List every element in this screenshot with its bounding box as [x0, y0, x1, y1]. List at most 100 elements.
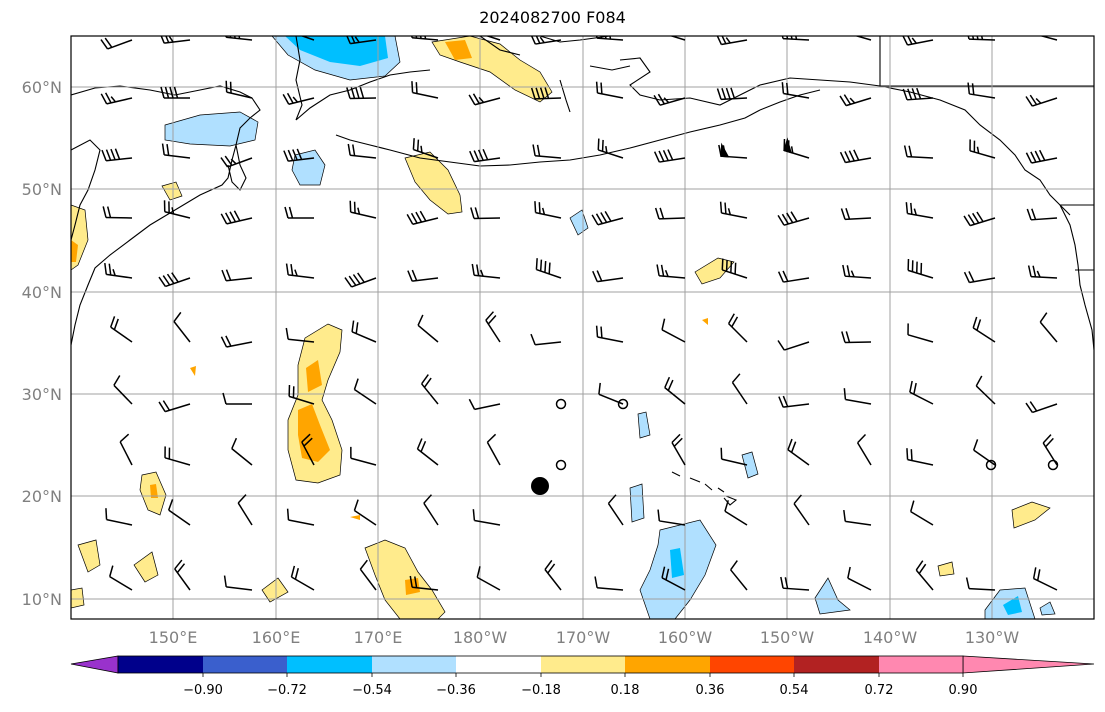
calm-circle	[555, 459, 567, 471]
wind-barb	[421, 374, 439, 405]
wind-barb	[975, 375, 996, 405]
colorbar-bin	[203, 656, 287, 673]
negative-area	[741, 451, 759, 479]
wind-barb	[1025, 401, 1058, 414]
wind-barb	[530, 333, 562, 346]
wind-barb	[671, 433, 686, 466]
colorbar-tick-label: 0.36	[696, 683, 725, 698]
wind-barb	[856, 433, 872, 466]
coastlines	[71, 36, 1094, 506]
wind-barb	[411, 81, 439, 99]
na-coast	[1059, 204, 1094, 351]
wind-barb	[359, 559, 377, 591]
calm-circle	[1047, 459, 1059, 471]
colorbar-bin	[541, 656, 625, 673]
wind-barb	[661, 318, 686, 343]
wind-barb	[301, 433, 315, 466]
lon-label: 170°W	[556, 628, 611, 647]
wind-barb	[781, 82, 810, 99]
wind-barb	[174, 559, 191, 591]
wind-barb	[290, 565, 315, 591]
wind-barb	[967, 82, 996, 99]
wind-barb	[163, 200, 191, 219]
calm-circle	[617, 398, 629, 410]
lon-label: 160°E	[252, 628, 301, 647]
wind-barb	[972, 439, 996, 466]
wind-barb	[486, 433, 501, 466]
negative-area	[1039, 601, 1056, 616]
positive-area	[190, 366, 196, 376]
wind-barb	[353, 499, 377, 526]
colorbar-extend-low	[70, 655, 119, 674]
wind-barb	[965, 577, 996, 591]
wind-barb	[664, 376, 686, 405]
wind-barb	[167, 499, 191, 526]
wind-barb	[225, 80, 253, 99]
wind-barb	[286, 508, 315, 526]
storm-center-marker	[531, 477, 549, 495]
lat-label: 60°N	[22, 78, 62, 97]
wind-barb	[727, 313, 748, 343]
positive-area	[694, 257, 735, 285]
wind-barb	[284, 206, 314, 219]
kamchatka-coast	[227, 144, 247, 191]
colorbar-extend-high	[962, 655, 1095, 674]
alaska-peninsula	[759, 89, 821, 111]
colorbar-bin	[879, 656, 963, 673]
wind-barb	[470, 207, 501, 220]
wind-barb	[854, 36, 872, 41]
wind-barb	[231, 437, 253, 466]
wind-barb	[472, 509, 501, 526]
negative-core	[285, 36, 388, 66]
positive-core	[150, 484, 158, 498]
wind-barb	[607, 494, 624, 526]
negative-area	[569, 209, 589, 236]
negative-area	[629, 483, 645, 523]
wind-barb	[780, 576, 810, 591]
lon-label: 180°W	[453, 628, 508, 647]
lon-label: 150°E	[149, 628, 198, 647]
wind-barb	[843, 388, 872, 405]
wind-barb	[283, 148, 315, 162]
wind-barb	[1039, 312, 1058, 343]
wind-barb	[597, 138, 624, 159]
positive-core	[445, 40, 472, 60]
wind-barb	[102, 206, 133, 219]
wind-barb	[346, 36, 377, 45]
wind-barb	[485, 36, 501, 41]
wind-barb	[173, 311, 191, 343]
wind-barb	[777, 211, 810, 226]
wind-barb	[654, 207, 686, 220]
colorbar-tick-label: −0.18	[521, 683, 561, 698]
wind-barb	[963, 271, 996, 284]
wind-barb	[840, 208, 872, 221]
aleutian-chain	[335, 109, 761, 167]
colorbar-bin	[372, 656, 456, 673]
wind-barb	[905, 202, 934, 219]
wind-barb	[220, 335, 253, 348]
lon-label: 130°W	[965, 628, 1020, 647]
wind-barb	[469, 148, 501, 163]
wind-barb	[300, 36, 315, 41]
wind-barb	[160, 86, 190, 99]
wind-barb	[101, 148, 133, 162]
wind-barb	[100, 37, 133, 50]
positive-area	[133, 551, 159, 583]
wind-barb	[724, 500, 748, 526]
wind-barb	[160, 36, 191, 44]
lat-label: 20°N	[22, 487, 62, 506]
colorbar-tick-label: −0.36	[436, 683, 476, 698]
wind-barb	[220, 155, 253, 168]
colorbar-bin	[456, 656, 541, 673]
wind-barb	[476, 566, 501, 591]
calm-markers	[555, 398, 1059, 471]
wind-barb	[237, 494, 253, 526]
colorbar-bin	[625, 656, 710, 673]
wind-barb	[1025, 149, 1058, 164]
wind-barb	[164, 446, 191, 466]
negative-area	[291, 149, 326, 186]
lat-label: 40°N	[22, 283, 62, 302]
positive-core	[71, 240, 78, 262]
siberia-coast	[71, 139, 101, 241]
wind-barb	[843, 509, 872, 526]
